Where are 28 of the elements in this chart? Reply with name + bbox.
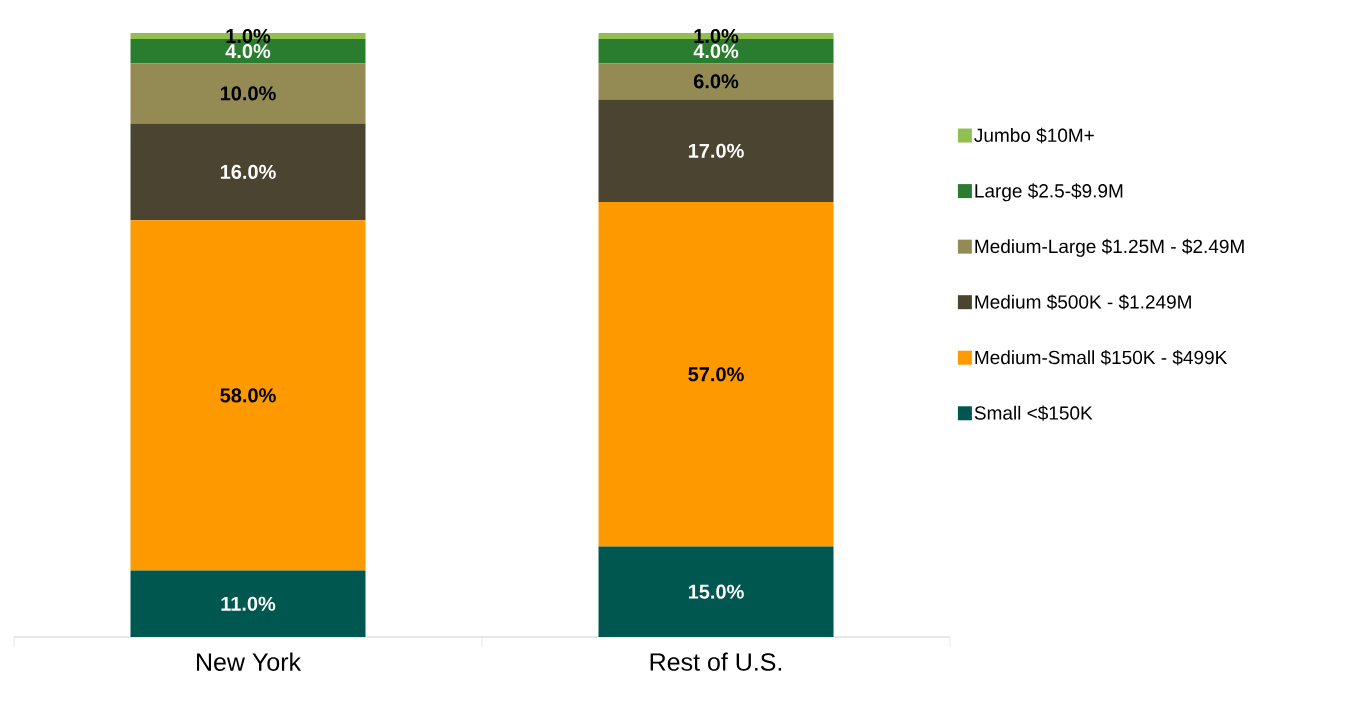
data-label: 15.0% [688, 584, 744, 599]
bar [598, 202, 834, 547]
data-label: 57.0% [688, 367, 744, 382]
bar [130, 220, 366, 571]
bar [598, 546, 834, 637]
data-label: 10.0% [220, 86, 276, 101]
legend-label: Medium-Large $1.25M - $2.49M [975, 238, 1244, 257]
bar [130, 63, 366, 124]
data-label: 16.0% [220, 164, 276, 179]
bar [130, 570, 366, 637]
data-label: 6.0% [693, 74, 739, 89]
bar [598, 99, 834, 203]
legend-label: Small <$150K [974, 405, 1093, 421]
data-label: 58.0% [220, 388, 276, 403]
legend-label: Jumbo $10M+ [974, 127, 1094, 144]
data-label: 11.0% [221, 596, 276, 611]
legend-label: Large $2.5-$9.9M [975, 183, 1123, 202]
bar [598, 63, 834, 100]
data-label: 4.0% [225, 44, 271, 59]
x-tick-label: New York [197, 652, 302, 671]
legend-label: Medium-Small $150K - $499K [975, 349, 1228, 366]
data-label: 4.0% [693, 44, 739, 59]
bar [130, 123, 366, 221]
legend-label: Medium $500K - $1.249M [975, 294, 1191, 310]
data-label: 17.0% [688, 143, 744, 158]
data-label: 1.0% [226, 28, 271, 44]
x-tick-label: Rest of U.S. [650, 652, 782, 671]
data-label: 1.0% [694, 28, 739, 44]
